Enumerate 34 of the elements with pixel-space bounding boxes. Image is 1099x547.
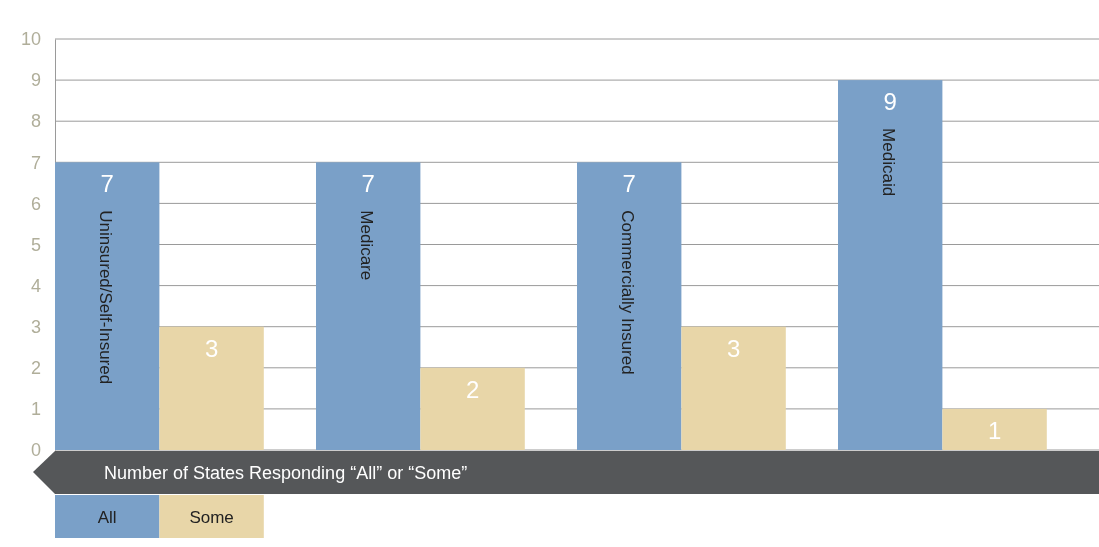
y-tick-label: 10 xyxy=(20,29,41,50)
y-tick-label: 5 xyxy=(30,234,41,255)
y-tick-label: 3 xyxy=(30,316,41,337)
data-label: 9 xyxy=(883,88,897,116)
data-label: 7 xyxy=(622,170,636,198)
y-tick-label: 1 xyxy=(30,399,41,420)
x-tick-label: Uninsured/Self-Insured xyxy=(96,210,116,385)
text: All xyxy=(97,508,117,527)
x-axis-title: Number of States Responding “All” or “Some” xyxy=(104,463,468,483)
data-label: 3 xyxy=(726,334,741,362)
x-tick-label: Medicare xyxy=(357,210,377,281)
y-tick-label: 7 xyxy=(30,152,41,173)
y-tick-label: 4 xyxy=(30,275,41,296)
bar xyxy=(838,80,943,450)
bar xyxy=(942,408,1047,450)
x-tick-label: Medicaid xyxy=(879,128,899,197)
data-label: 3 xyxy=(204,334,219,362)
data-label: 1 xyxy=(987,416,1002,444)
bar xyxy=(159,326,264,450)
bar xyxy=(316,162,421,450)
y-tick-label: 9 xyxy=(30,70,41,91)
bar xyxy=(577,162,682,450)
y-tick-label: 6 xyxy=(30,193,41,214)
y-tick-label: 8 xyxy=(30,111,41,132)
y-tick-label: 2 xyxy=(30,358,41,379)
data-label: 7 xyxy=(361,170,375,198)
bar xyxy=(420,367,525,450)
text: Some xyxy=(189,508,234,527)
bar xyxy=(55,162,160,450)
data-label: 7 xyxy=(100,170,114,198)
x-tick-label: Commercially Insured xyxy=(618,210,638,375)
bar xyxy=(681,326,786,450)
data-label: 2 xyxy=(465,375,480,403)
y-tick-label: 0 xyxy=(30,440,41,461)
